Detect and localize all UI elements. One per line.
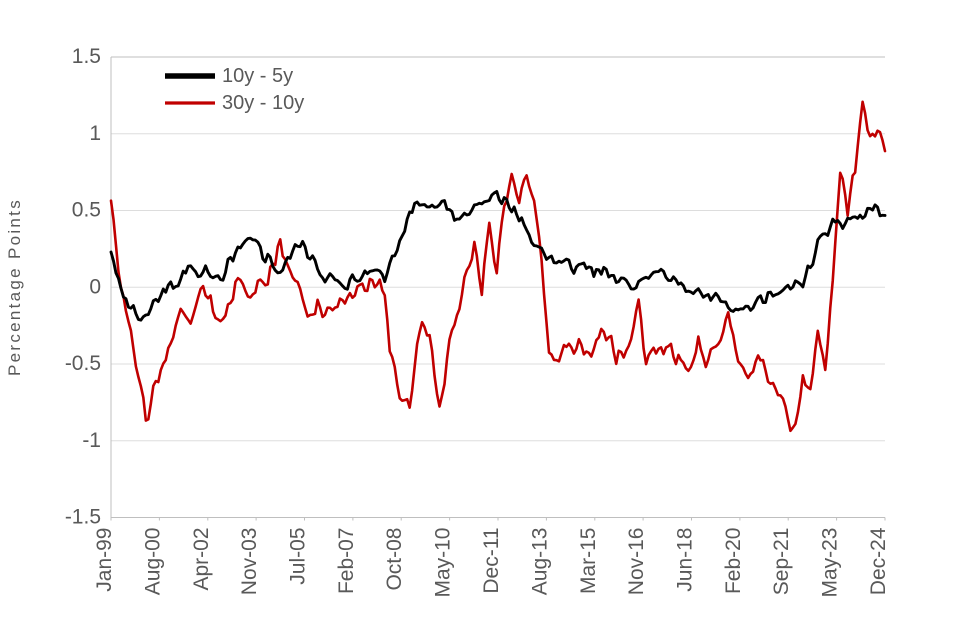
svg-text:Dec-11: Dec-11 (480, 528, 503, 594)
svg-text:Jun-18: Jun-18 (674, 528, 697, 592)
svg-text:Jul-05: Jul-05 (287, 528, 310, 585)
svg-text:0: 0 (89, 275, 101, 298)
svg-text:0.5: 0.5 (72, 199, 101, 222)
svg-text:-1.5: -1.5 (65, 506, 101, 529)
svg-text:30y - 10y: 30y - 10y (222, 92, 304, 114)
svg-text:Apr-02: Apr-02 (190, 528, 213, 591)
svg-text:Oct-08: Oct-08 (383, 528, 406, 591)
svg-text:Dec-24: Dec-24 (867, 527, 890, 595)
svg-text:Aug-00: Aug-00 (141, 528, 164, 596)
svg-text:Sep-21: Sep-21 (770, 528, 793, 596)
svg-text:Feb-20: Feb-20 (722, 528, 745, 595)
svg-text:Nov-16: Nov-16 (625, 528, 648, 596)
svg-text:10y - 5y: 10y - 5y (222, 65, 293, 87)
svg-text:Percentage Points: Percentage Points (5, 198, 24, 376)
svg-text:Jan-99: Jan-99 (93, 528, 116, 592)
svg-text:1: 1 (89, 122, 101, 145)
svg-text:-1: -1 (82, 429, 101, 452)
svg-text:Mar-15: Mar-15 (577, 528, 600, 595)
svg-text:Feb-07: Feb-07 (335, 528, 358, 595)
svg-text:Nov-03: Nov-03 (238, 528, 261, 596)
svg-text:May-23: May-23 (819, 528, 842, 598)
svg-text:-0.5: -0.5 (65, 352, 101, 375)
svg-text:Aug-13: Aug-13 (528, 528, 551, 596)
svg-text:May-10: May-10 (432, 528, 455, 598)
svg-text:1.5: 1.5 (72, 45, 101, 68)
